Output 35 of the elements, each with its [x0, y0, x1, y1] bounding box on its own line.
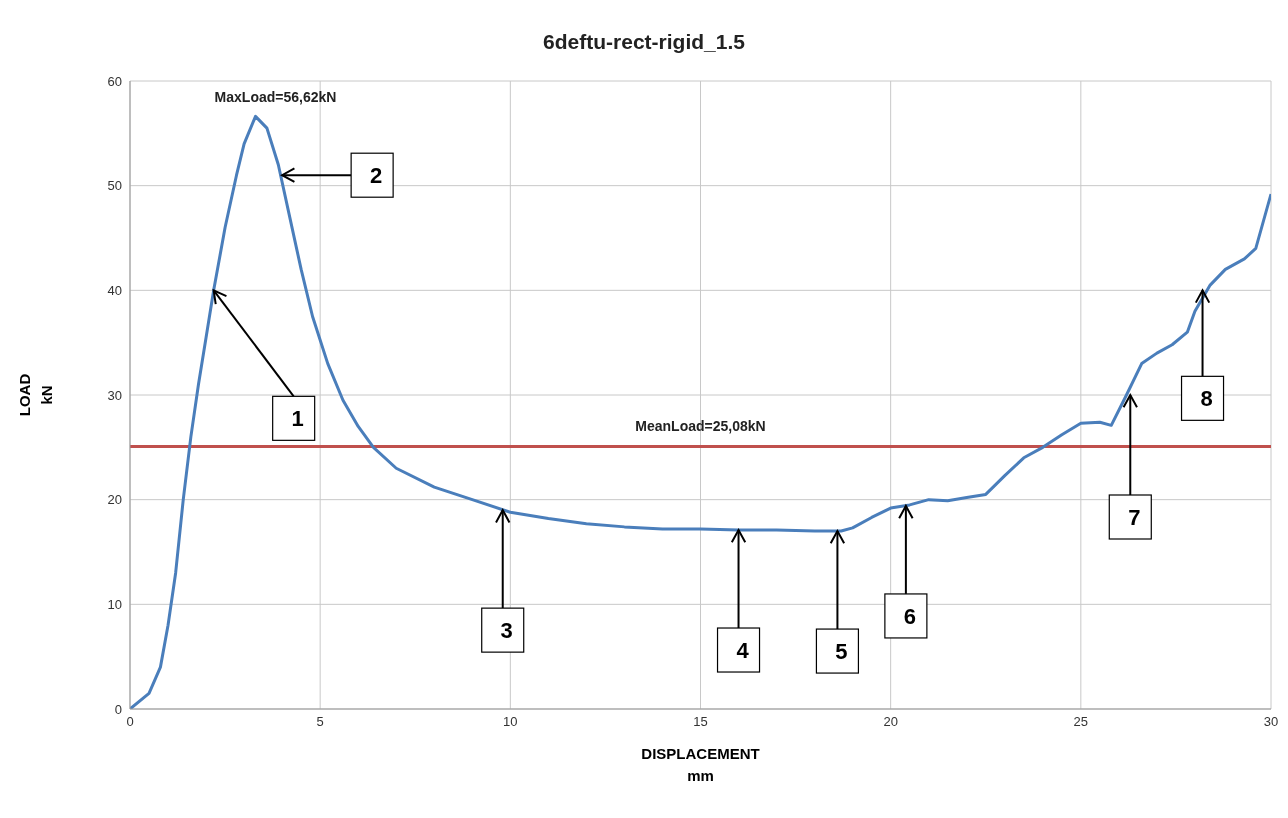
number-box: 6: [884, 593, 928, 639]
y-tick-label: 40: [107, 282, 122, 298]
annotation: MaxLoad=56,62kN: [214, 89, 337, 106]
x-tick-label: 0: [126, 714, 134, 730]
number-box: 4: [716, 627, 761, 673]
x-axis-title: DISPLACEMENT mm: [641, 745, 760, 784]
ref-line-label: MeanLoad=25,08kN: [635, 418, 766, 435]
number-box: 7: [1108, 494, 1152, 540]
annotation: 5: [835, 639, 848, 665]
annotation: 7: [1128, 505, 1141, 530]
y-tick-label: 10: [107, 596, 122, 612]
annotation: 2: [370, 163, 383, 189]
annotation: 8: [1200, 386, 1213, 412]
number-box: 2: [350, 152, 394, 198]
y-tick-label: 30: [107, 387, 122, 403]
x-tick-label: 10: [503, 714, 518, 730]
y-tick-label: 20: [107, 492, 122, 508]
x-tick-label: 25: [1073, 714, 1089, 730]
x-tick-label: 20: [883, 714, 898, 730]
number-box: 1: [272, 395, 316, 441]
y-axis-title: LOAD kN: [16, 373, 55, 417]
number-box: 5: [815, 628, 859, 674]
y-tick-label: 0: [114, 701, 122, 717]
annotation: 1: [291, 406, 304, 432]
number-box: 8: [1180, 375, 1225, 421]
x-tick-label: 15: [693, 714, 708, 730]
y-tick-label: 60: [107, 73, 122, 89]
annotation: 4: [736, 638, 750, 664]
annotation: 3: [500, 618, 513, 644]
annotation: 6: [903, 603, 917, 629]
y-tick-label: 50: [107, 178, 122, 194]
x-tick-label: 5: [316, 714, 324, 730]
x-tick-label: 30: [1263, 714, 1279, 730]
number-box: 3: [481, 607, 525, 653]
chart-title: 6deftu-rect-rigid_1.5: [542, 30, 746, 54]
